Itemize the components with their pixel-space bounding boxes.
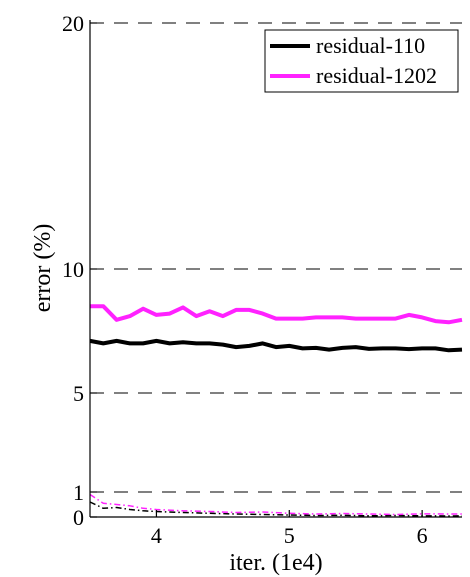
x-tick-label-4: 4 <box>151 523 162 548</box>
x-axis-title: iter. (1e4) <box>229 550 322 576</box>
y-tick-label-5: 5 <box>73 381 84 406</box>
series-line-training-3 <box>89 493 462 516</box>
y-tick-label-20: 20 <box>62 11 84 36</box>
grid-lines <box>90 22 462 493</box>
y-tick-label-1: 1 <box>73 480 84 505</box>
ticks: 01 5 10 20 4 5 6 <box>62 11 428 548</box>
series-line-residual-110 <box>89 338 463 353</box>
x-tick-label-5: 5 <box>284 523 295 548</box>
legend: residual-110 residual-1202 <box>264 29 459 93</box>
legend-box <box>264 29 459 93</box>
y-tick-label-0: 0 <box>73 505 84 530</box>
y-axis-title: error (%) <box>30 224 56 313</box>
y-tick-label-10: 10 <box>62 257 84 282</box>
x-tick-label-6: 6 <box>417 523 428 548</box>
legend-label-residual-110: residual-110 <box>316 33 425 58</box>
series-layer <box>89 304 463 517</box>
legend-label-residual-1202: residual-1202 <box>316 63 437 88</box>
series-line-training-2 <box>89 501 463 517</box>
series-line-residual-1202 <box>90 304 463 325</box>
